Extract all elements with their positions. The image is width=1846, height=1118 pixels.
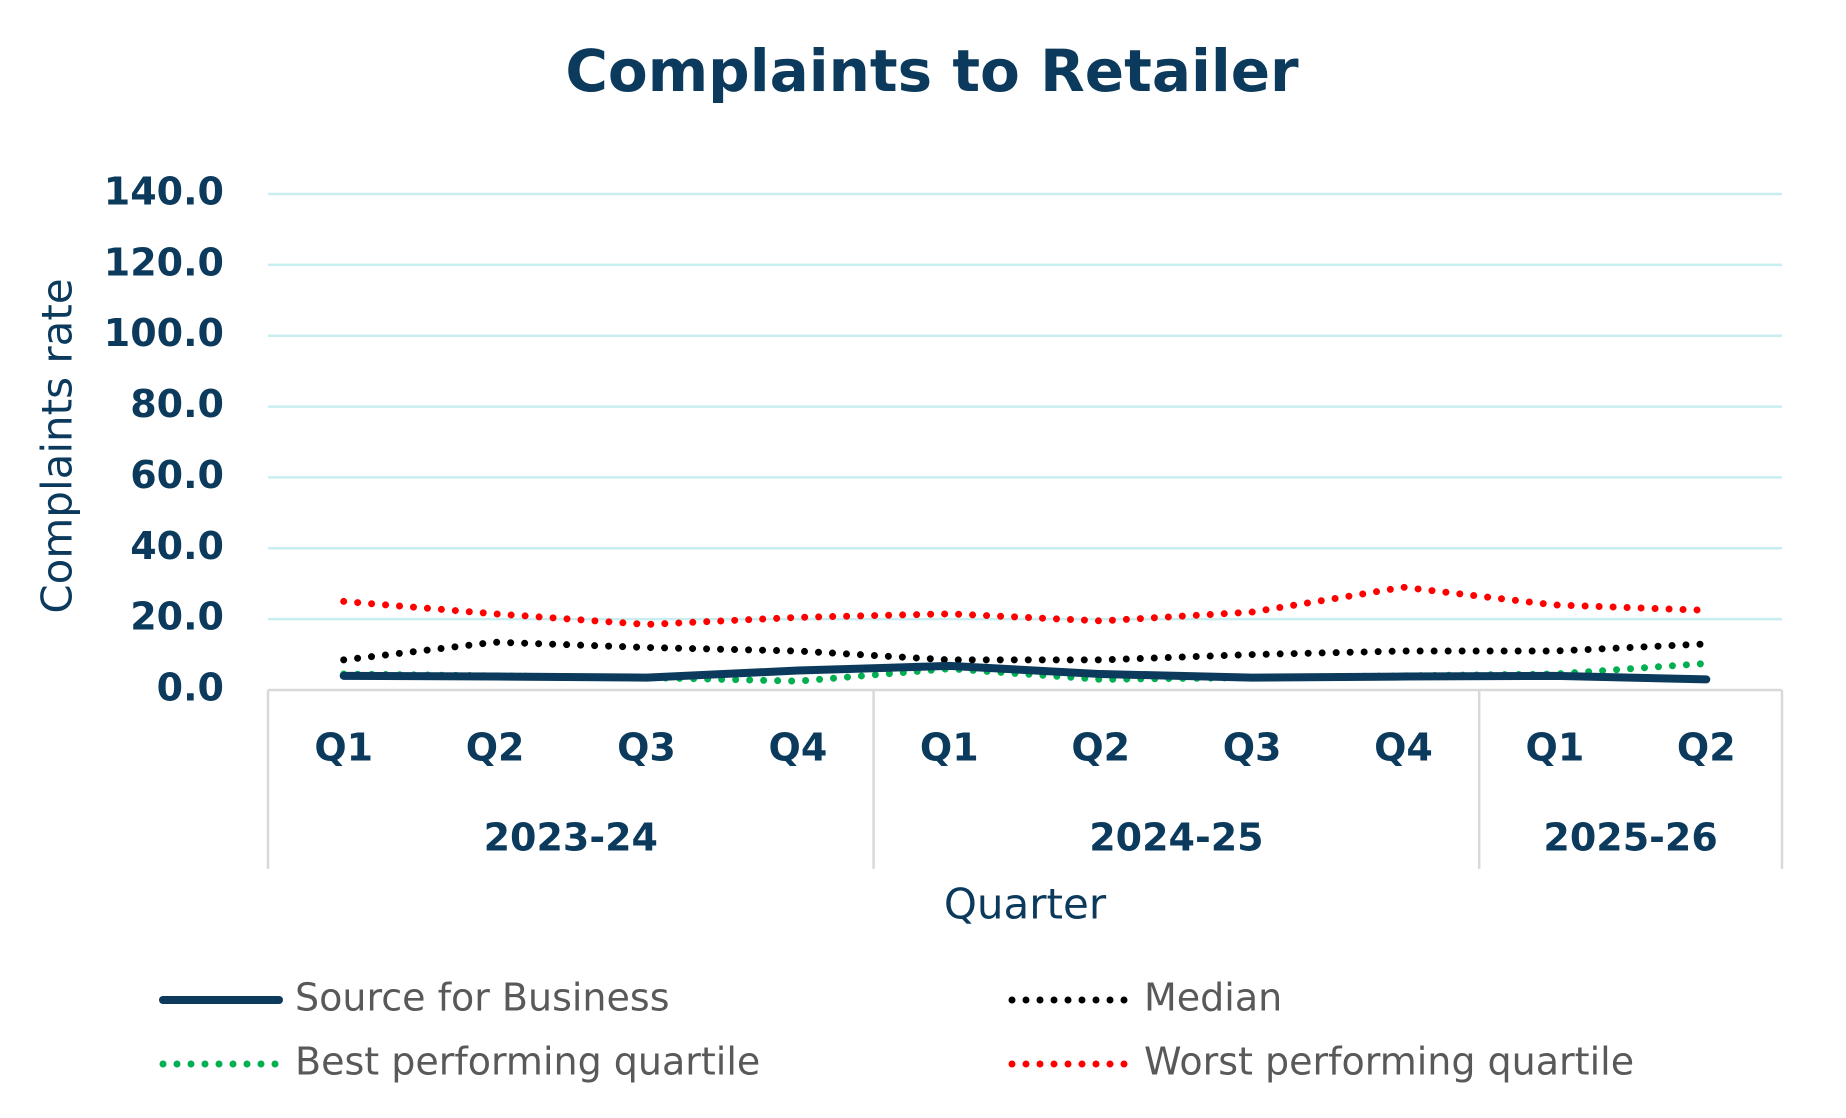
legend-label: Source for Business [295, 976, 670, 1020]
legend-label: Median [1144, 976, 1282, 1020]
x-tick-label: Q2 [1071, 726, 1130, 770]
y-tick-label: 0.0 [157, 666, 224, 710]
legend-label: Worst performing quartile [1144, 1040, 1634, 1084]
series-line [339, 661, 1711, 684]
y-axis-title: Complaints rate [33, 278, 82, 613]
x-tick-label: Q4 [769, 726, 828, 770]
y-tick-label: 20.0 [130, 595, 224, 639]
x-tick-label: Q1 [920, 726, 979, 770]
y-tick-label: 100.0 [104, 311, 224, 355]
x-tick-label: Q2 [1677, 726, 1736, 770]
x-axis-title: Quarter [944, 880, 1107, 929]
x-tick-label: Q1 [1526, 726, 1585, 770]
x-tick-label: Q1 [314, 726, 373, 770]
x-tick-label: Q2 [466, 726, 525, 770]
series-line [340, 638, 1710, 664]
group-label: 2025-26 [1543, 816, 1717, 860]
group-label: 2024-25 [1089, 816, 1263, 860]
y-tick-label: 140.0 [104, 170, 224, 214]
y-tick-label: 40.0 [130, 524, 224, 568]
x-tick-label: Q3 [1223, 726, 1282, 770]
y-tick-label: 60.0 [130, 453, 224, 497]
y-tick-label: 80.0 [130, 382, 224, 426]
group-label: 2023-24 [484, 816, 658, 860]
x-tick-label: Q3 [617, 726, 676, 770]
chart-title: Complaints to Retailer [565, 37, 1299, 105]
legend-label: Best performing quartile [295, 1040, 760, 1084]
y-tick-label: 120.0 [104, 240, 224, 284]
x-tick-label: Q4 [1374, 726, 1433, 770]
